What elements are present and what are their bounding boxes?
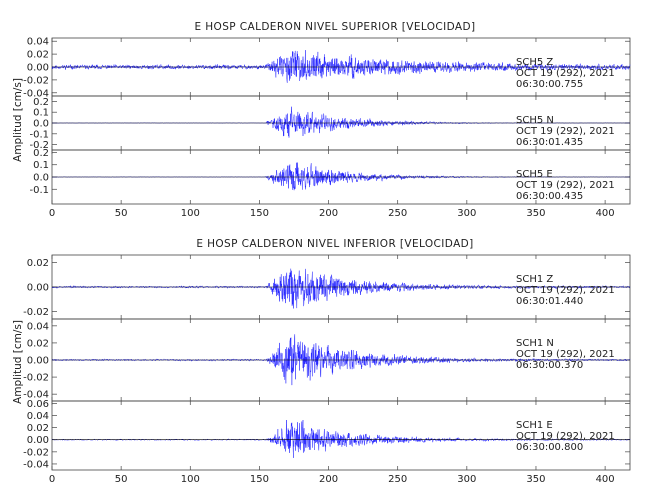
y-tick-label: 0.04 [27, 411, 49, 422]
y-tick-label: -0.02 [23, 373, 49, 384]
y-tick-label: 0.0 [33, 173, 49, 184]
y-tick-label: 0.04 [27, 321, 49, 332]
x-tick-label: 300 [457, 474, 476, 485]
y-tick-label: 0.02 [27, 423, 49, 434]
station-annotation: OCT 19 (292), 2021 [516, 285, 615, 296]
y-tick-label: -0.1 [29, 129, 49, 140]
chart-title: E HOSP CALDERON NIVEL SUPERIOR [VELOCIDA… [194, 21, 475, 33]
y-tick-label: -0.2 [29, 140, 49, 151]
y-tick-label: 0.2 [33, 97, 49, 108]
x-tick-label: 150 [250, 208, 269, 219]
x-tick-label: 400 [596, 474, 615, 485]
chart-title: E HOSP CALDERON NIVEL INFERIOR [VELOCIDA… [196, 238, 473, 250]
y-tick-label: 0.04 [27, 37, 49, 48]
station-annotation: 06:30:01.440 [516, 296, 583, 307]
station-annotation: OCT 19 (292), 2021 [516, 126, 615, 137]
panel-frame [51, 400, 631, 471]
x-tick-label: 300 [457, 208, 476, 219]
y-tick-label: 0.02 [27, 258, 49, 269]
y-tick-label: 0.2 [33, 148, 49, 159]
y-tick-label: -0.02 [23, 75, 49, 86]
chart-nivel-inferior: E HOSP CALDERON NIVEL INFERIOR [VELOCIDA… [12, 238, 631, 485]
y-tick-label: 0.1 [33, 160, 49, 171]
y-tick-label: -0.04 [23, 88, 49, 99]
chart-nivel-superior: E HOSP CALDERON NIVEL SUPERIOR [VELOCIDA… [12, 21, 631, 219]
y-tick-label: -0.02 [23, 307, 49, 318]
station-annotation: 06:30:00.370 [516, 360, 583, 371]
station-annotation: SCH1 N [516, 338, 554, 349]
y-tick-label: 0.00 [27, 356, 49, 367]
y-axis-label: Amplitud [cm/s] [12, 320, 24, 404]
y-tick-label: -0.04 [23, 459, 49, 470]
station-annotation: 06:30:00.800 [516, 442, 583, 453]
x-tick-label: 50 [115, 208, 128, 219]
x-tick-label: 150 [250, 474, 269, 485]
x-tick-label: 100 [181, 208, 200, 219]
x-tick-label: 0 [49, 208, 55, 219]
station-annotation: OCT 19 (292), 2021 [516, 349, 615, 360]
station-annotation: OCT 19 (292), 2021 [516, 68, 615, 79]
y-tick-label: 0.00 [27, 435, 49, 446]
x-tick-label: 200 [319, 208, 338, 219]
y-tick-label: 0.06 [27, 399, 49, 410]
station-annotation: SCH5 E [516, 169, 553, 180]
station-annotation: OCT 19 (292), 2021 [516, 180, 615, 191]
station-annotation: SCH1 E [516, 420, 553, 431]
station-annotation: OCT 19 (292), 2021 [516, 431, 615, 442]
x-tick-label: 350 [526, 208, 545, 219]
y-tick-label: -0.04 [23, 390, 49, 401]
y-axis-label: Amplitud [cm/s] [12, 78, 24, 162]
station-annotation: 06:30:01.435 [516, 137, 583, 148]
station-annotation: SCH1 Z [516, 274, 553, 285]
station-annotation: 06:30:00.435 [516, 191, 583, 202]
y-tick-label: 0.1 [33, 108, 49, 119]
station-annotation: 06:30:00.755 [516, 79, 583, 90]
y-tick-label: -0.1 [29, 185, 49, 196]
seismic-trace [51, 50, 631, 83]
y-tick-label: 0.00 [27, 63, 49, 74]
x-tick-label: 250 [388, 474, 407, 485]
x-tick-label: 350 [526, 474, 545, 485]
x-tick-label: 0 [49, 474, 55, 485]
x-tick-label: 250 [388, 208, 407, 219]
y-tick-label: -0.02 [23, 447, 49, 458]
x-tick-label: 400 [596, 208, 615, 219]
y-tick-label: 0.00 [27, 283, 49, 294]
y-tick-label: 0.0 [33, 119, 49, 130]
x-tick-label: 200 [319, 474, 338, 485]
x-tick-label: 50 [115, 474, 128, 485]
station-annotation: SCH5 N [516, 115, 554, 126]
y-tick-label: 0.02 [27, 338, 49, 349]
y-tick-label: 0.02 [27, 50, 49, 61]
x-tick-label: 100 [181, 474, 200, 485]
station-annotation: SCH5 Z [516, 57, 553, 68]
